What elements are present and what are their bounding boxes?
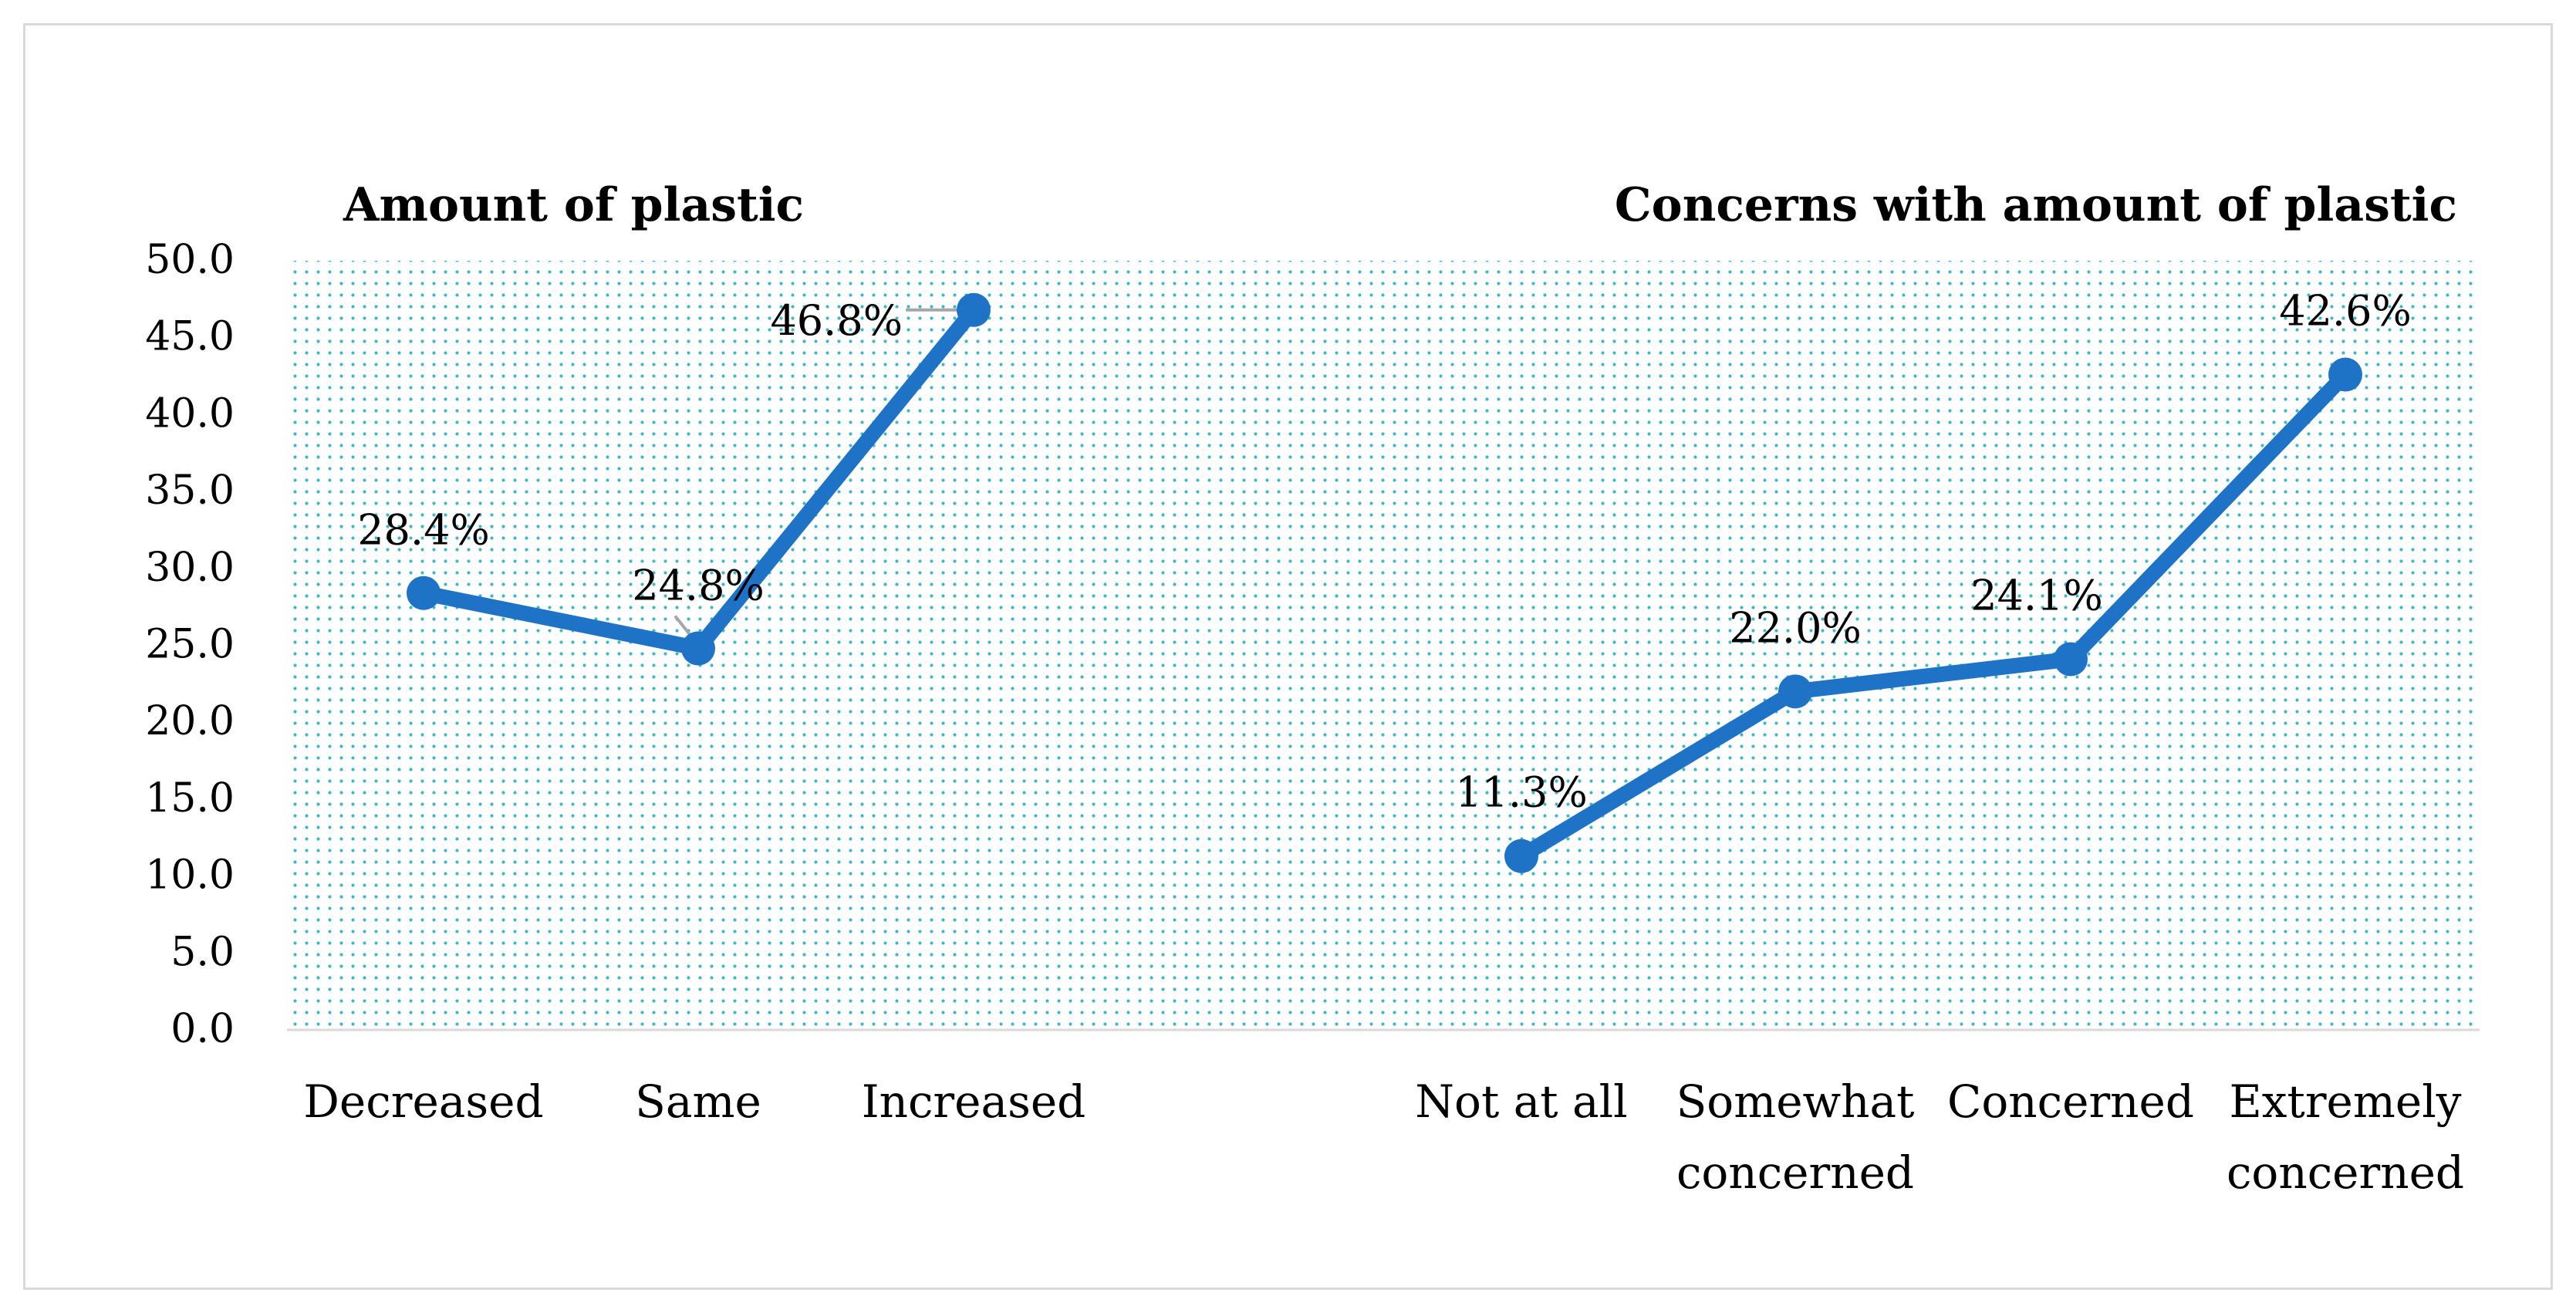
data-label: 24.1% — [1970, 571, 2103, 619]
y-tick-label: 20.0 — [145, 698, 235, 744]
data-label: 11.3% — [1455, 768, 1588, 817]
series-line — [1514, 366, 2353, 864]
y-tick-label: 15.0 — [145, 775, 235, 822]
data-point — [2328, 357, 2362, 392]
panel-1: Amount of plastic 28.4% Decreased 24.8% Same… — [303, 178, 1085, 1128]
y-tick-label: 35.0 — [145, 467, 235, 514]
panel-title: Concerns with amount of plastic — [1615, 178, 2457, 232]
panel-title: Amount of plastic — [343, 178, 804, 232]
x-tick-label: Decreased — [303, 1075, 543, 1128]
y-tick-label: 5.0 — [170, 929, 235, 975]
data-label: 24.8% — [632, 561, 765, 609]
data-point — [957, 292, 991, 327]
x-tick-label: Somewhat — [1676, 1075, 1915, 1128]
x-tick-label: Extremely — [2229, 1075, 2461, 1128]
chart-panels: Amount of plastic 28.4% Decreased 24.8% Same… — [303, 178, 2464, 1199]
y-tick-label: 30.0 — [145, 545, 235, 591]
y-tick-label: 45.0 — [145, 314, 235, 360]
x-tick-label: concerned — [2227, 1146, 2464, 1199]
x-tick-label: Not at all — [1415, 1075, 1627, 1128]
plot-area-background — [287, 261, 2480, 1030]
data-label: 42.6% — [2279, 287, 2412, 336]
x-tick-label: Concerned — [1947, 1075, 2194, 1128]
data-label: 46.8% — [770, 296, 903, 345]
panel-2: Concerns with amount of plastic 11.3% Not … — [1415, 178, 2464, 1199]
x-tick-label: concerned — [1676, 1146, 1914, 1199]
data-point — [1778, 674, 1812, 709]
y-tick-label: 50.0 — [145, 237, 235, 283]
data-label: 22.0% — [1729, 603, 1862, 652]
y-tick-label: 10.0 — [145, 852, 235, 899]
y-tick-label: 0.0 — [170, 1006, 235, 1052]
x-tick-label: Same — [635, 1075, 761, 1128]
data-point — [681, 631, 715, 666]
data-point — [407, 575, 441, 610]
data-point — [1504, 839, 1538, 873]
x-tick-label: Increased — [862, 1075, 1086, 1128]
data-label: 28.4% — [357, 506, 490, 555]
y-tick-label: 25.0 — [145, 622, 235, 668]
y-axis-ticks: 0.0 5.0 10.0 15.0 20.0 25.0 30.0 35.0 40.0 45.0 50… — [145, 237, 235, 1052]
data-point — [2054, 642, 2088, 677]
y-tick-label: 40.0 — [145, 390, 235, 437]
